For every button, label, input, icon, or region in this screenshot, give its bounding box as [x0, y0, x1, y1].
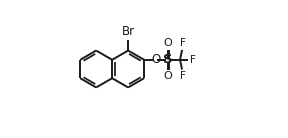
Text: O: O [163, 38, 172, 48]
Text: F: F [180, 71, 186, 81]
Text: F: F [180, 38, 186, 48]
Text: F: F [190, 55, 196, 65]
Text: S: S [163, 53, 173, 66]
Text: O: O [163, 71, 172, 81]
Text: Br: Br [122, 25, 135, 38]
Text: O: O [151, 53, 160, 66]
